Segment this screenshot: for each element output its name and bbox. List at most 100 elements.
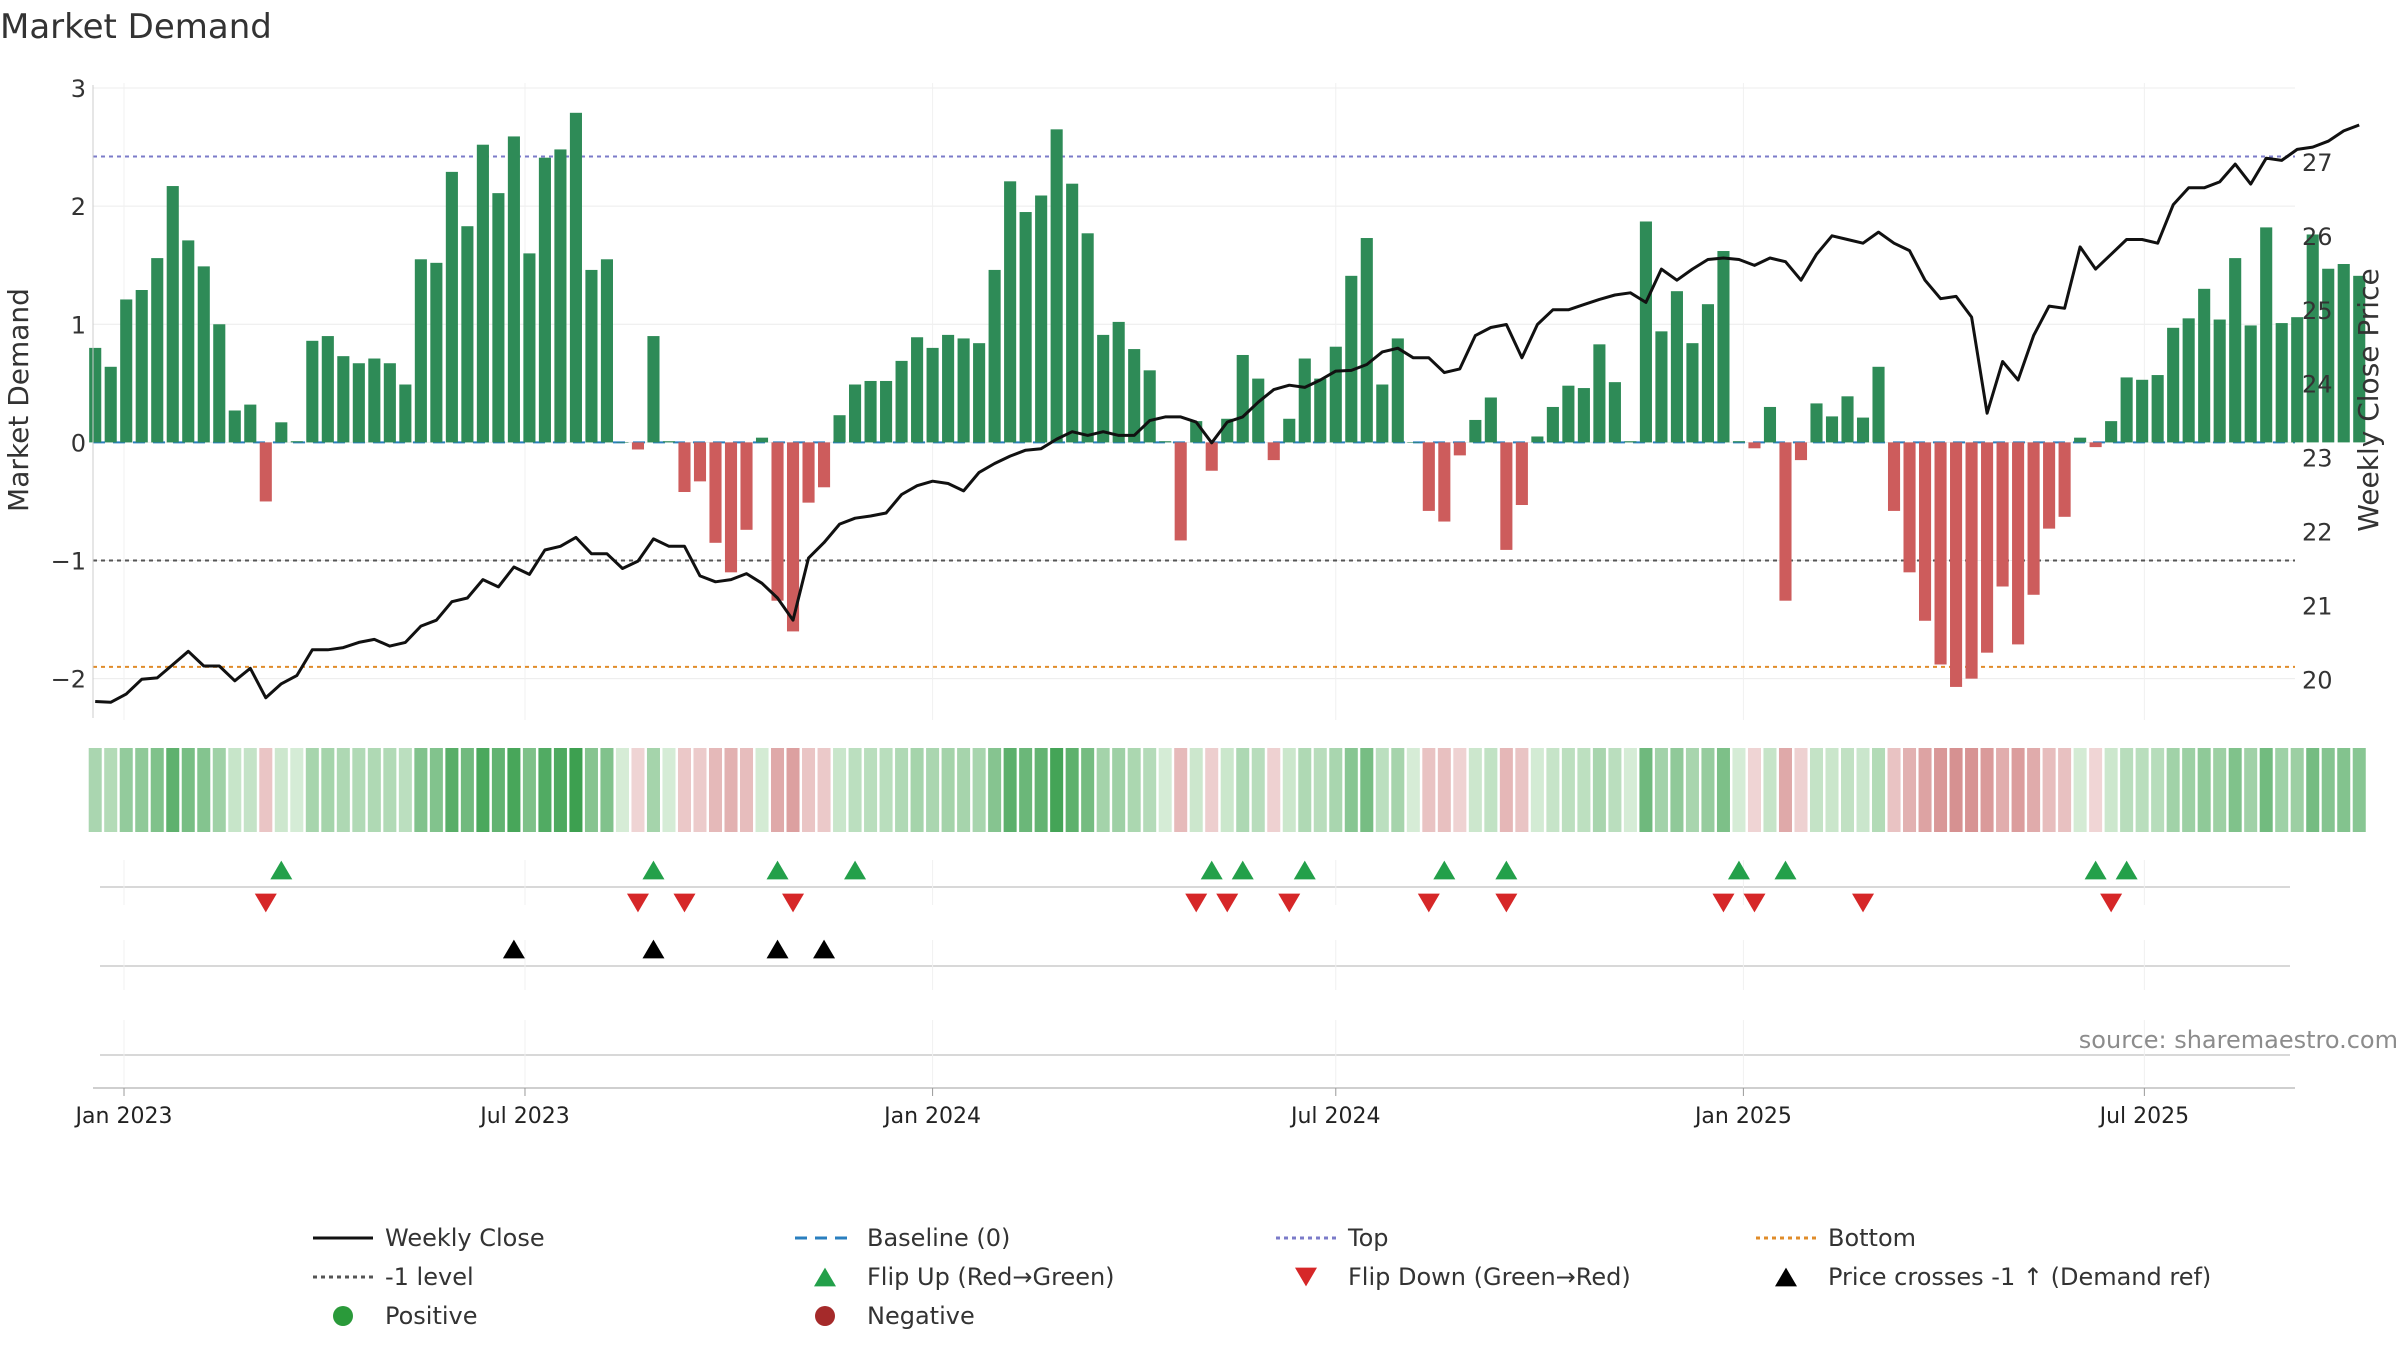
x-tick-label: Jan 2024 [882, 1104, 981, 1129]
demand-bar-positive [1376, 384, 1389, 443]
demand-bar-positive [445, 171, 458, 443]
heat-cell [1344, 748, 1358, 832]
demand-bar-positive [880, 380, 893, 443]
demand-bar-positive [1841, 396, 1854, 443]
heat-cell [848, 748, 862, 832]
heat-cell [802, 748, 816, 832]
demand-bar-positive [1686, 343, 1699, 443]
demand-bar-negative [724, 442, 738, 573]
y2-tick-label: 23 [2302, 445, 2333, 473]
demand-bar-positive [1763, 406, 1777, 443]
demand-bar-positive [523, 253, 536, 443]
heat-cell [1468, 748, 1482, 832]
heat-cell [1453, 748, 1467, 832]
heat-cell [1499, 748, 1513, 832]
y-tick-label: 2 [71, 193, 86, 221]
demand-bar-positive [507, 136, 520, 443]
legend-label: Flip Up (Red→Green) [867, 1263, 1115, 1291]
demand-bar-positive [2151, 375, 2164, 443]
demand-bar-positive [554, 149, 567, 443]
heat-cell [274, 748, 288, 832]
heat-cell [1918, 748, 1932, 832]
demand-bars [89, 112, 2366, 687]
flip-up-marker [1200, 860, 1223, 880]
heat-cell [739, 748, 754, 832]
demand-bar-negative [1794, 442, 1808, 461]
demand-bar-positive [1360, 238, 1373, 443]
flip-down-marker [626, 893, 649, 913]
demand-bar-positive [1856, 417, 1870, 443]
heat-cell [1220, 748, 1234, 832]
demand-bar-positive [120, 299, 133, 443]
heat-cell [1484, 748, 1498, 832]
demand-bar-negative [678, 442, 691, 493]
heat-cell [879, 748, 893, 832]
heat-cell [2027, 748, 2041, 832]
demand-bar-positive [166, 186, 179, 443]
heat-cell [1050, 748, 1064, 832]
demand-bar-negative [1500, 442, 1513, 550]
demand-bar-negative [2043, 442, 2056, 529]
heat-cell [1096, 748, 1110, 832]
heat-cell [259, 748, 273, 832]
demand-bar-positive [135, 290, 148, 443]
heat-cell [1903, 748, 1917, 832]
demand-bar-positive [2198, 288, 2211, 443]
legend-item: Negative [815, 1302, 975, 1330]
demand-bar-negative [1438, 442, 1451, 522]
heat-cell [817, 748, 831, 832]
legend-item: Top [1276, 1224, 1389, 1252]
heat-cell [1623, 748, 1637, 832]
flip-up-marker [1727, 860, 1750, 880]
heat-cell [895, 748, 909, 832]
heat-cell [1437, 748, 1451, 832]
heat-cell [2135, 748, 2149, 832]
demand-bar-negative [1981, 442, 1994, 653]
heat-cell [1887, 748, 1901, 832]
demand-bar-negative [1174, 442, 1187, 541]
demand-bar-positive [2275, 323, 2288, 443]
heat-cell [771, 748, 785, 832]
heat-cell [1189, 748, 1203, 832]
heat-cell [693, 748, 707, 832]
demand-bar-positive [911, 337, 924, 443]
demand-bar-negative [2027, 442, 2040, 595]
flip-up-marker [1293, 860, 1316, 880]
demand-bar-negative [1267, 442, 1280, 461]
legend-item: Price crosses -1 ↑ (Demand ref) [1775, 1263, 2211, 1291]
heat-cell [429, 748, 443, 832]
heat-cell [2306, 748, 2320, 832]
demand-bar-positive [1593, 344, 1606, 443]
heat-cell [1778, 748, 1792, 832]
heat-cell [708, 748, 723, 832]
demand-bar-positive [957, 338, 970, 443]
heat-cell [2228, 748, 2242, 832]
heat-cell [290, 748, 304, 832]
demand-bar-negative [1779, 442, 1792, 601]
heat-cell [1282, 748, 1296, 832]
demand-bar-positive [1159, 441, 1172, 443]
heat-cell [383, 748, 397, 832]
heat-cell [367, 748, 381, 832]
demand-bar-positive [1531, 436, 1544, 443]
demand-bar-positive [337, 356, 350, 443]
flip-down-marker [782, 893, 805, 913]
demand-bar-positive [569, 112, 582, 443]
demand-bar-positive [1825, 416, 1839, 443]
heat-cell [2213, 748, 2227, 832]
demand-bar-positive [213, 324, 226, 443]
heat-cell [615, 748, 629, 832]
heat-cell [2290, 748, 2304, 832]
legend-item: Flip Up (Red→Green) [814, 1263, 1115, 1291]
demand-bar-positive [476, 144, 489, 443]
heat-cell [1003, 748, 1017, 832]
heat-cell [833, 748, 847, 832]
x-tick-label: Jul 2023 [478, 1104, 570, 1129]
flip-down-marker [673, 893, 696, 913]
heat-cell [1872, 748, 1886, 832]
heat-cell [1639, 748, 1653, 832]
legend-label: Weekly Close [385, 1224, 545, 1252]
heat-cell [104, 748, 118, 832]
demand-bar-negative [740, 442, 753, 530]
